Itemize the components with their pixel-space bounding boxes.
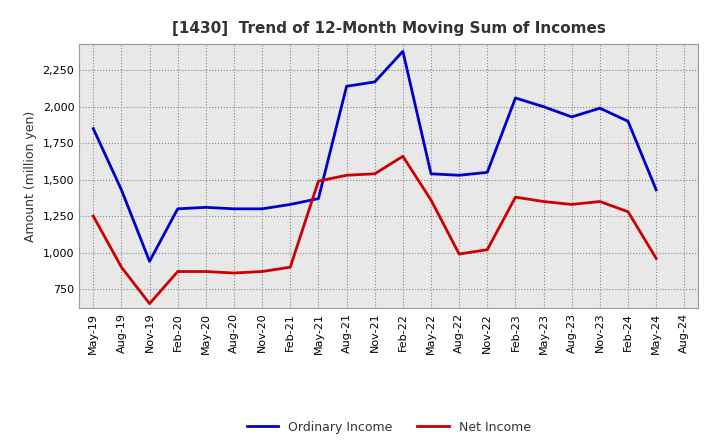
Ordinary Income	[399, 49, 408, 54]
Ordinary Income	[258, 206, 266, 212]
Ordinary Income	[286, 202, 294, 207]
Net Income	[370, 171, 379, 176]
Ordinary Income	[455, 172, 464, 178]
Ordinary Income	[624, 119, 632, 124]
Net Income	[174, 269, 182, 274]
Net Income	[652, 256, 660, 261]
Ordinary Income	[202, 205, 210, 210]
Net Income	[539, 199, 548, 204]
Ordinary Income	[370, 79, 379, 84]
Ordinary Income	[567, 114, 576, 120]
Ordinary Income	[174, 206, 182, 212]
Line: Net Income: Net Income	[94, 156, 656, 304]
Ordinary Income	[539, 104, 548, 110]
Ordinary Income	[342, 84, 351, 89]
Net Income	[258, 269, 266, 274]
Ordinary Income	[89, 126, 98, 131]
Line: Ordinary Income: Ordinary Income	[94, 51, 656, 261]
Net Income	[455, 251, 464, 257]
Net Income	[595, 199, 604, 204]
Ordinary Income	[314, 196, 323, 201]
Net Income	[427, 198, 436, 203]
Ordinary Income	[595, 106, 604, 111]
Net Income	[89, 213, 98, 219]
Ordinary Income	[652, 187, 660, 192]
Y-axis label: Amount (million yen): Amount (million yen)	[24, 110, 37, 242]
Ordinary Income	[230, 206, 238, 212]
Net Income	[567, 202, 576, 207]
Net Income	[145, 301, 154, 306]
Net Income	[286, 264, 294, 270]
Legend: Ordinary Income, Net Income: Ordinary Income, Net Income	[242, 416, 536, 439]
Net Income	[117, 264, 126, 270]
Ordinary Income	[427, 171, 436, 176]
Ordinary Income	[511, 95, 520, 101]
Title: [1430]  Trend of 12-Month Moving Sum of Incomes: [1430] Trend of 12-Month Moving Sum of I…	[172, 21, 606, 36]
Ordinary Income	[145, 259, 154, 264]
Net Income	[483, 247, 492, 252]
Net Income	[342, 172, 351, 178]
Ordinary Income	[117, 187, 126, 192]
Net Income	[399, 154, 408, 159]
Net Income	[511, 194, 520, 200]
Ordinary Income	[483, 170, 492, 175]
Net Income	[624, 209, 632, 214]
Net Income	[230, 270, 238, 275]
Net Income	[202, 269, 210, 274]
Net Income	[314, 179, 323, 184]
